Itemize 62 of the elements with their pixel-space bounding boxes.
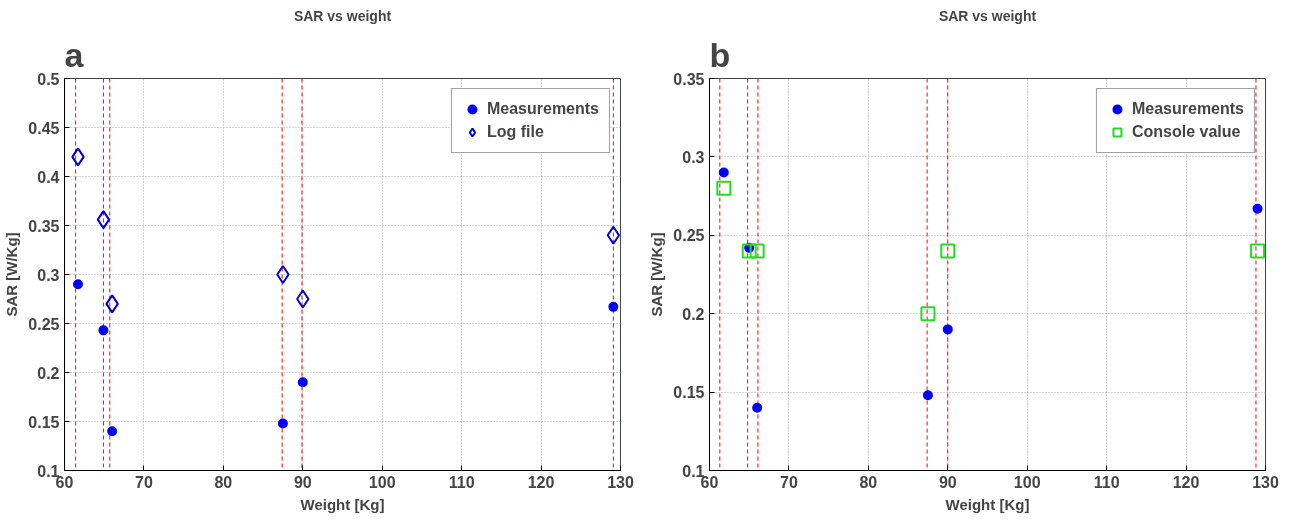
point <box>107 426 118 437</box>
point <box>297 377 308 388</box>
y-tick-label: 0.25 <box>28 315 60 333</box>
legend-label: Measurements <box>1131 100 1244 118</box>
point <box>942 324 953 335</box>
x-tick-label: 120 <box>1172 473 1200 491</box>
x-tick-label: 100 <box>1013 473 1041 491</box>
y-tick-label: 0.35 <box>28 217 60 235</box>
point <box>98 325 109 336</box>
x-tick-label: 70 <box>135 473 153 491</box>
legend-label: Measurements <box>486 100 599 118</box>
y-tick-label: 0.5 <box>37 70 60 88</box>
point <box>922 390 933 401</box>
point <box>606 225 621 245</box>
x-tick-label: 130 <box>1252 473 1279 491</box>
point <box>716 180 732 196</box>
point <box>73 279 83 290</box>
point <box>749 243 765 259</box>
point <box>1252 203 1263 214</box>
chart-title: SAR vs weight <box>938 7 1037 24</box>
y-axis-title: SAR [W/Kg] <box>3 232 21 317</box>
point <box>1250 243 1266 259</box>
text: a <box>64 35 85 74</box>
point <box>608 301 619 312</box>
x-axis-title: Weight [Kg] <box>945 495 1030 513</box>
point <box>296 289 310 309</box>
y-tick-label: 0.4 <box>37 168 60 186</box>
x-tick-label: 110 <box>1093 473 1120 491</box>
y-tick-label: 0.2 <box>37 364 60 382</box>
y-tick-label: 0.25 <box>673 227 705 245</box>
x-tick-label: 90 <box>293 473 312 491</box>
point <box>96 210 111 230</box>
x-tick-label: 120 <box>527 473 555 491</box>
text: b <box>709 35 731 74</box>
chart-title: SAR vs weight <box>293 7 392 24</box>
x-axis-title: Weight [Kg] <box>300 495 385 513</box>
point <box>940 243 956 259</box>
y-tick-label: 0.3 <box>682 148 705 166</box>
point <box>920 306 936 322</box>
y-tick-label: 0.3 <box>37 266 60 284</box>
y-axis-title: SAR [W/Kg] <box>648 232 666 317</box>
point <box>718 167 729 178</box>
y-tick-label: 0.35 <box>673 70 705 88</box>
x-tick-label: 90 <box>938 473 957 491</box>
legend-label: Log file <box>486 123 544 141</box>
point <box>71 147 85 167</box>
legend-label: Console value <box>1131 123 1241 141</box>
y-tick-label: 0.15 <box>673 384 705 402</box>
point <box>105 294 119 314</box>
point <box>741 243 757 259</box>
x-tick-label: 80 <box>214 473 233 491</box>
x-tick-label: 100 <box>368 473 396 491</box>
point <box>277 418 288 429</box>
x-tick-label: 130 <box>607 473 634 491</box>
y-tick-label: 0.45 <box>28 119 60 137</box>
y-tick-label: 0.2 <box>682 305 705 323</box>
point <box>752 402 763 413</box>
x-tick-label: 80 <box>859 473 878 491</box>
x-tick-label: 70 <box>780 473 798 491</box>
x-tick-label: 110 <box>448 473 475 491</box>
point <box>276 265 290 284</box>
y-tick-label: 0.15 <box>28 413 60 431</box>
